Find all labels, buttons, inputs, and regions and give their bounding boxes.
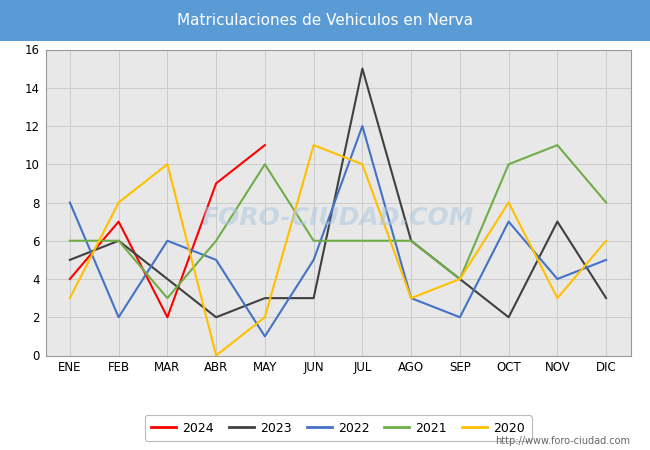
Text: http://www.foro-ciudad.com: http://www.foro-ciudad.com bbox=[495, 436, 630, 446]
Text: FORO-CIUDAD.COM: FORO-CIUDAD.COM bbox=[202, 206, 474, 230]
Legend: 2024, 2023, 2022, 2021, 2020: 2024, 2023, 2022, 2021, 2020 bbox=[144, 415, 532, 441]
Text: Matriculaciones de Vehiculos en Nerva: Matriculaciones de Vehiculos en Nerva bbox=[177, 13, 473, 28]
